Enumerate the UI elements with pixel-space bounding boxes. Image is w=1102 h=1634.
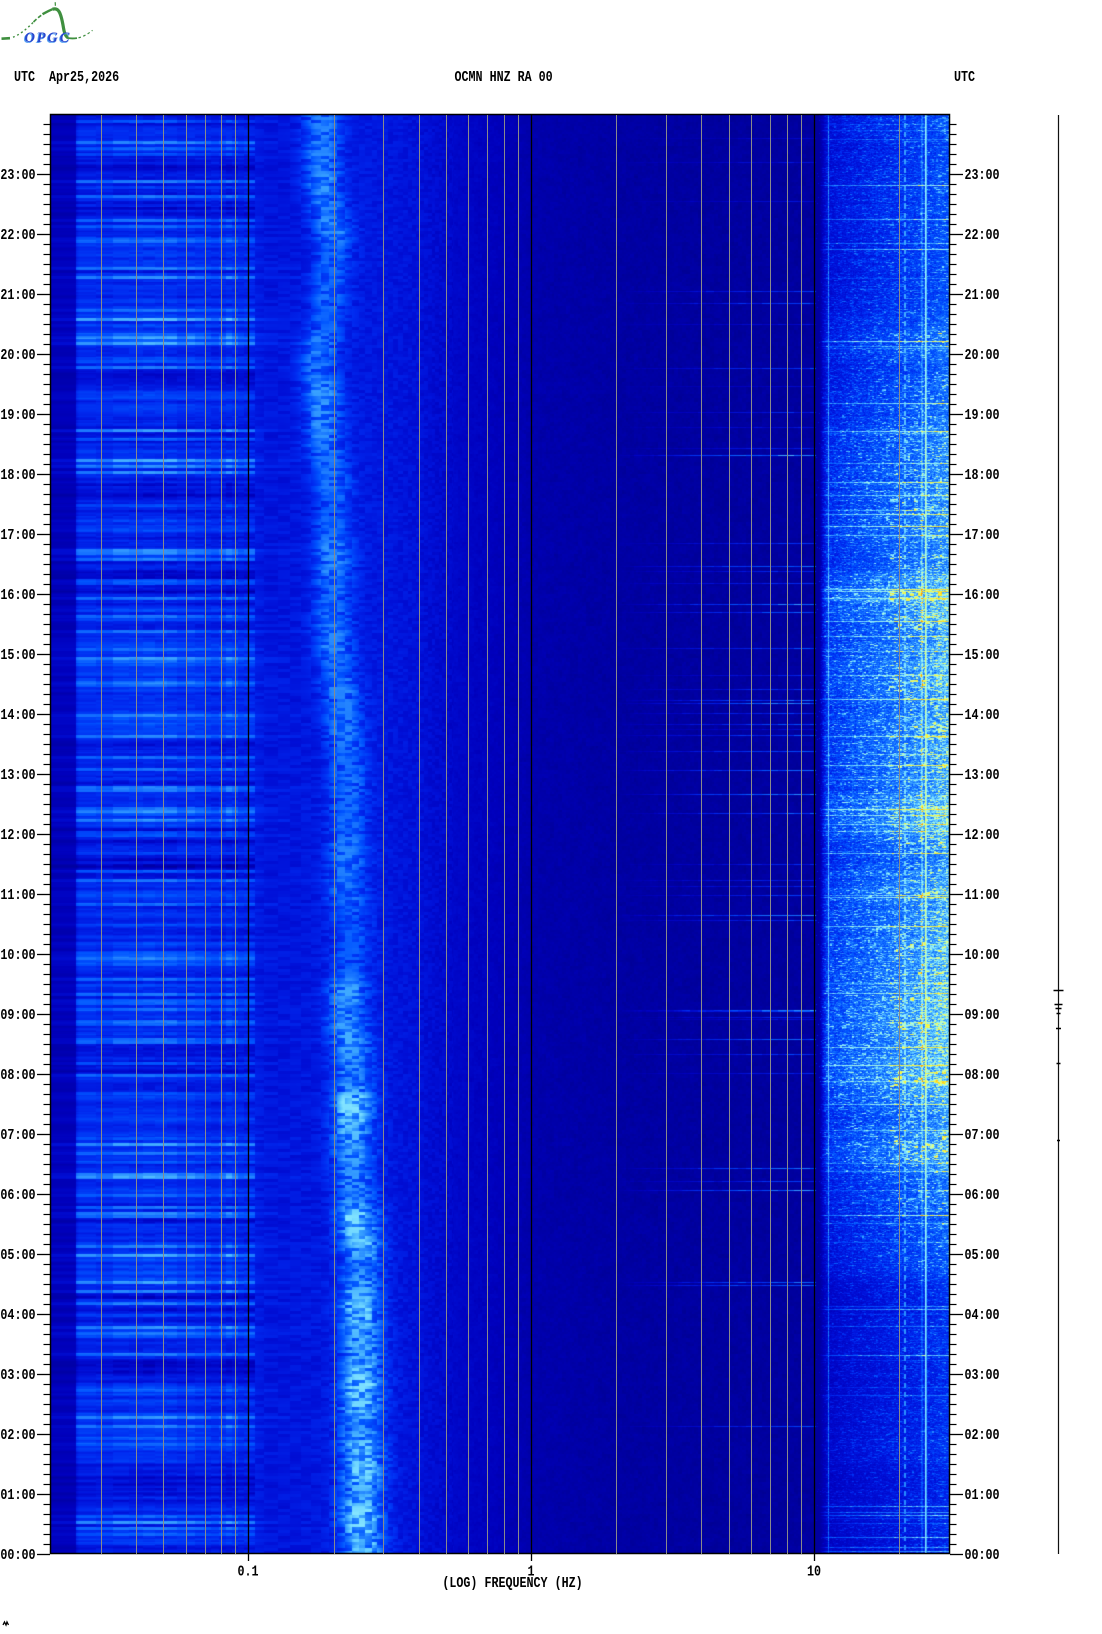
svg-text:1: 1 <box>527 1564 534 1581</box>
svg-text:10:00: 10:00 <box>0 948 35 965</box>
svg-text:0.1: 0.1 <box>237 1564 258 1581</box>
svg-text:13:00: 13:00 <box>0 768 35 785</box>
svg-text:06:00: 06:00 <box>965 1188 1000 1205</box>
svg-text:09:00: 09:00 <box>0 1008 35 1025</box>
svg-text:05:00: 05:00 <box>0 1248 35 1265</box>
svg-text:22:00: 22:00 <box>0 228 35 245</box>
svg-text:05:00: 05:00 <box>965 1248 1000 1265</box>
svg-text:20:00: 20:00 <box>965 348 1000 365</box>
svg-text:08:00: 08:00 <box>0 1068 35 1085</box>
svg-text:21:00: 21:00 <box>0 288 35 305</box>
svg-text:17:00: 17:00 <box>0 528 35 545</box>
svg-text:13:00: 13:00 <box>965 768 1000 785</box>
svg-text:12:00: 12:00 <box>965 828 1000 845</box>
svg-text:03:00: 03:00 <box>965 1368 1000 1385</box>
svg-text:01:00: 01:00 <box>965 1488 1000 1505</box>
svg-text:15:00: 15:00 <box>0 648 35 665</box>
svg-text:06:00: 06:00 <box>0 1188 35 1205</box>
svg-text:10:00: 10:00 <box>965 948 1000 965</box>
svg-text:19:00: 19:00 <box>0 408 35 425</box>
svg-text:15:00: 15:00 <box>965 648 1000 665</box>
svg-text:03:00: 03:00 <box>0 1368 35 1385</box>
svg-text:12:00: 12:00 <box>0 828 35 845</box>
svg-text:11:00: 11:00 <box>965 888 1000 905</box>
svg-text:22:00: 22:00 <box>965 228 1000 245</box>
svg-text:02:00: 02:00 <box>0 1428 35 1445</box>
svg-text:20:00: 20:00 <box>0 348 35 365</box>
svg-text:OPGC: OPGC <box>24 31 71 47</box>
svg-text:01:00: 01:00 <box>0 1488 35 1505</box>
svg-text:19:00: 19:00 <box>965 408 1000 425</box>
svg-text:04:00: 04:00 <box>965 1308 1000 1325</box>
svg-text:16:00: 16:00 <box>0 588 35 605</box>
svg-text:OPGC: OPGC <box>25 30 72 46</box>
svg-text:00:00: 00:00 <box>0 1548 35 1565</box>
svg-text:23:00: 23:00 <box>965 168 1000 185</box>
svg-text:(LOG) FREQUENCY (HZ): (LOG) FREQUENCY (HZ) <box>442 1576 582 1593</box>
svg-text:16:00: 16:00 <box>965 588 1000 605</box>
svg-text:UTC: UTC <box>954 70 975 87</box>
svg-text:14:00: 14:00 <box>0 708 35 725</box>
svg-text:UTC: UTC <box>14 70 35 87</box>
svg-text:09:00: 09:00 <box>965 1008 1000 1025</box>
svg-text:18:00: 18:00 <box>0 468 35 485</box>
svg-text:21:00: 21:00 <box>965 288 1000 305</box>
svg-text:00:00: 00:00 <box>965 1548 1000 1565</box>
svg-text:04:00: 04:00 <box>0 1308 35 1325</box>
svg-text:OCMN HNZ RA 00: OCMN HNZ RA 00 <box>455 70 553 87</box>
svg-text:14:00: 14:00 <box>965 708 1000 725</box>
svg-text:11:00: 11:00 <box>0 888 35 905</box>
svg-text:02:00: 02:00 <box>965 1428 1000 1445</box>
svg-text:Apr25,2026: Apr25,2026 <box>49 70 119 87</box>
svg-text:10: 10 <box>807 1564 821 1581</box>
svg-text:23:00: 23:00 <box>0 168 35 185</box>
svg-text:07:00: 07:00 <box>0 1128 35 1145</box>
svg-text:08:00: 08:00 <box>965 1068 1000 1085</box>
svg-text:07:00: 07:00 <box>965 1128 1000 1145</box>
svg-text:17:00: 17:00 <box>965 528 1000 545</box>
svg-text:18:00: 18:00 <box>965 468 1000 485</box>
